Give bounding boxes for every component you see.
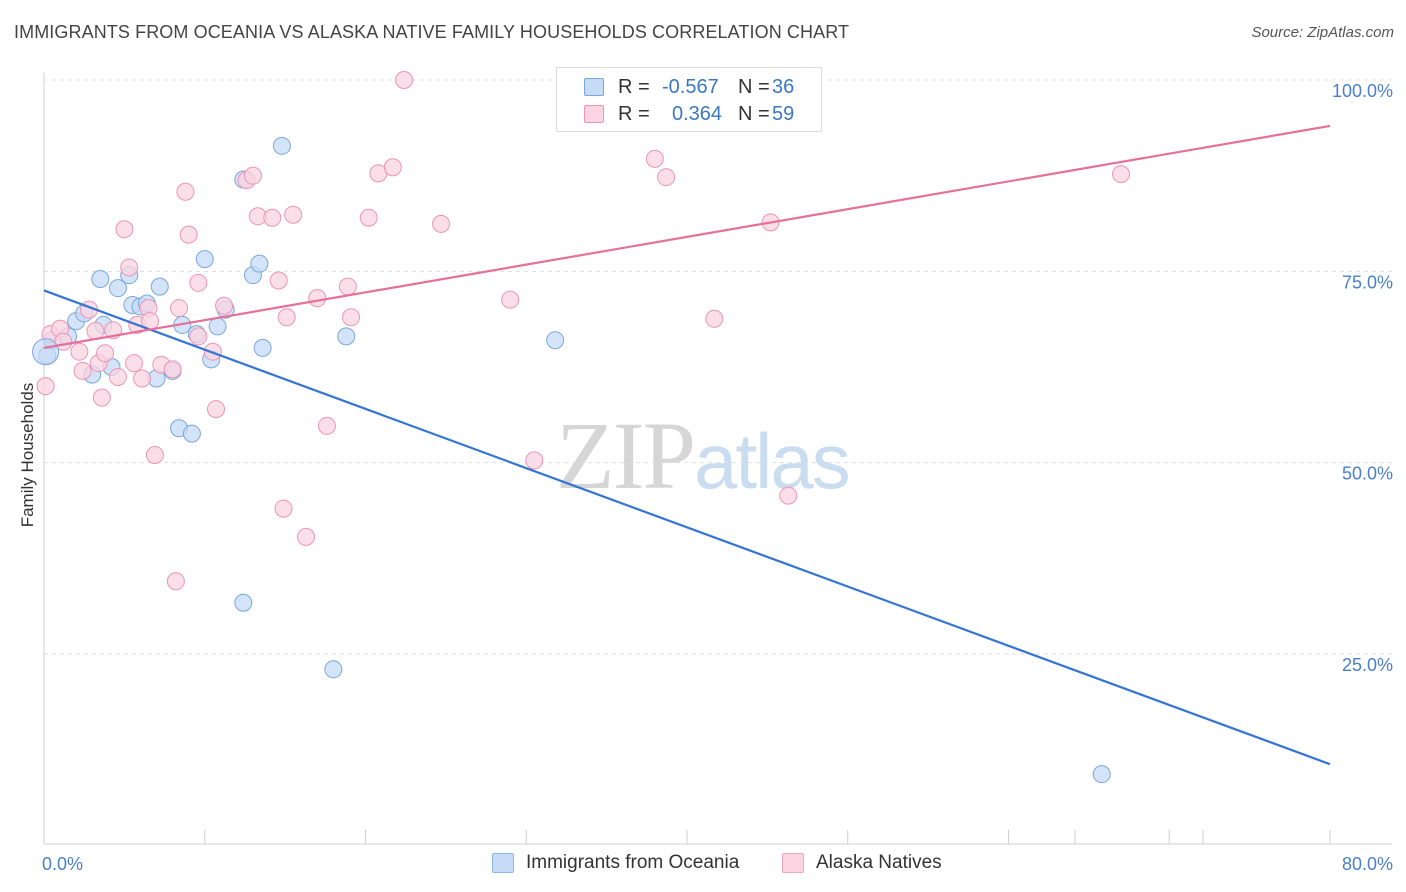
point-alaska-natives: [133, 369, 152, 388]
legend-swatch-alaska: [584, 105, 604, 123]
legend-n-value: 36: [772, 75, 795, 98]
correlation-legend: R = -0.567 N = 36 R = 0.364 N = 59: [556, 67, 822, 132]
y-tick-label: 100.0%: [1332, 81, 1393, 101]
legend-r-value: 0.364: [672, 102, 723, 125]
point-alaska-natives: [92, 388, 111, 407]
point-alaska-natives: [207, 400, 226, 419]
point-alaska-natives: [243, 166, 262, 185]
point-alaska-natives: [317, 416, 336, 435]
series-swatch-oceania: [492, 853, 514, 873]
point-alaska-natives: [359, 208, 378, 227]
legend-row-oceania: R = -0.567 N = 36: [557, 74, 794, 100]
point-alaska-natives: [432, 214, 451, 233]
point-alaska-natives: [36, 377, 55, 396]
point-alaska-natives: [176, 182, 195, 201]
point-oceania: [234, 593, 253, 612]
point-oceania: [182, 424, 201, 443]
point-oceania: [32, 338, 60, 366]
point-alaska-natives: [779, 486, 798, 505]
point-alaska-natives: [145, 446, 164, 465]
point-alaska-natives: [163, 360, 182, 379]
trendline-alaska-natives: [43, 124, 1331, 349]
point-alaska-natives: [189, 327, 208, 346]
point-alaska-natives: [705, 309, 724, 328]
point-oceania: [546, 331, 565, 350]
point-alaska-natives: [269, 271, 288, 290]
series-legend-oceania[interactable]: Immigrants from Oceania: [492, 852, 739, 874]
point-oceania: [108, 279, 127, 298]
y-tick-label: 75.0%: [1342, 272, 1393, 292]
trendline-oceania: [43, 289, 1331, 766]
point-alaska-natives: [189, 273, 208, 292]
point-oceania: [150, 277, 169, 296]
point-alaska-natives: [277, 308, 296, 327]
point-alaska-natives: [657, 168, 676, 187]
point-alaska-natives: [179, 225, 198, 244]
point-alaska-natives: [383, 158, 402, 177]
source-credit: Source: ZipAtlas.com: [1251, 24, 1394, 41]
point-alaska-natives: [338, 277, 357, 296]
point-alaska-natives: [70, 342, 89, 361]
x-tick-label: 0.0%: [42, 854, 83, 874]
series-legend: Immigrants from Oceania Alaska Natives: [0, 852, 1406, 876]
x-tick-label: 80.0%: [1342, 854, 1393, 874]
legend-r-label: R =: [618, 75, 650, 98]
series-label-oceania: Immigrants from Oceania: [526, 852, 740, 873]
point-oceania: [324, 660, 343, 679]
y-tick-label: 50.0%: [1342, 464, 1393, 484]
point-oceania: [208, 317, 227, 336]
point-alaska-natives: [501, 290, 520, 309]
legend-r-value: -0.567: [662, 75, 719, 98]
point-alaska-natives: [96, 344, 115, 363]
legend-swatch-oceania: [584, 78, 604, 96]
point-oceania: [91, 269, 110, 288]
series-label-alaska: Alaska Natives: [816, 852, 942, 873]
point-alaska-natives: [645, 149, 664, 168]
point-alaska-natives: [108, 367, 127, 386]
point-alaska-natives: [274, 499, 293, 518]
point-oceania: [1092, 765, 1111, 784]
point-alaska-natives: [170, 299, 189, 318]
point-alaska-natives: [395, 71, 414, 89]
series-swatch-alaska: [782, 853, 804, 873]
point-oceania: [253, 338, 272, 357]
point-alaska-natives: [73, 361, 92, 380]
chart-title: IMMIGRANTS FROM OCEANIA VS ALASKA NATIVE…: [14, 22, 850, 42]
point-alaska-natives: [284, 205, 303, 224]
y-tick-label: 25.0%: [1342, 655, 1393, 675]
legend-n-value: 59: [772, 102, 795, 125]
point-alaska-natives: [1112, 165, 1131, 184]
point-oceania: [195, 250, 214, 269]
point-alaska-natives: [342, 308, 361, 327]
point-alaska-natives: [263, 208, 282, 227]
point-alaska-natives: [120, 258, 139, 277]
legend-row-alaska: R = 0.364 N = 59: [557, 101, 794, 127]
series-legend-alaska[interactable]: Alaska Natives: [782, 852, 942, 874]
legend-r-label: R =: [618, 102, 650, 125]
point-alaska-natives: [308, 289, 327, 308]
point-alaska-natives: [166, 572, 185, 591]
legend-n-label: N =: [738, 75, 770, 98]
point-alaska-natives: [125, 354, 144, 373]
point-oceania: [272, 136, 291, 155]
point-alaska-natives: [525, 451, 544, 470]
point-alaska-natives: [215, 296, 234, 315]
point-alaska-natives: [297, 527, 316, 546]
point-oceania: [337, 327, 356, 346]
point-alaska-natives: [115, 220, 134, 239]
legend-n-label: N =: [738, 102, 770, 125]
point-oceania: [250, 254, 269, 273]
